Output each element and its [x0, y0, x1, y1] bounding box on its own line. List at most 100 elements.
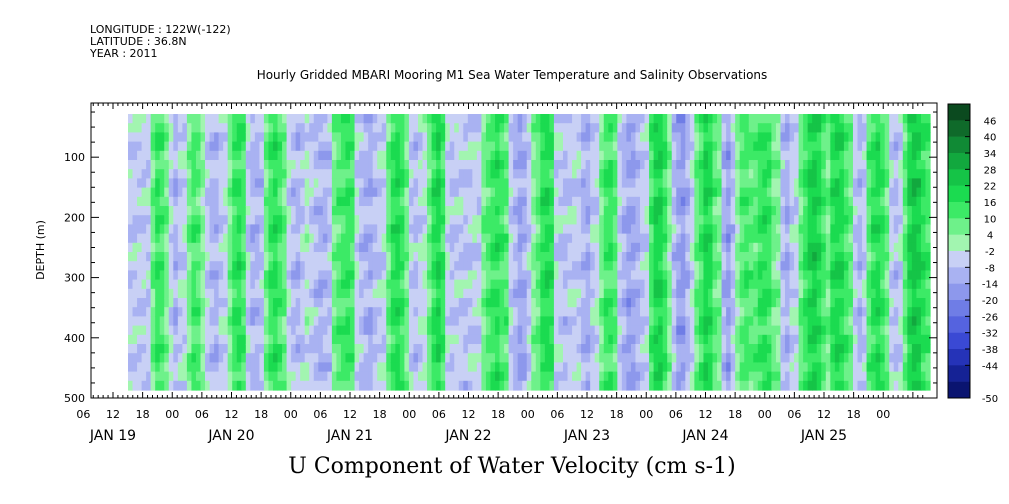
- heatmap-cell: [277, 233, 283, 244]
- heatmap-cell: [608, 169, 614, 179]
- heatmap-cell: [658, 270, 664, 281]
- heatmap-cell: [649, 371, 655, 382]
- heatmap-cell: [676, 178, 682, 189]
- heatmap-cell: [680, 160, 686, 170]
- heatmap-cell: [449, 307, 455, 317]
- heatmap-cell: [250, 132, 256, 143]
- heatmap-cell: [186, 362, 193, 373]
- heatmap-cell: [164, 114, 170, 124]
- heatmap-cell: [572, 132, 578, 143]
- heatmap-cell: [594, 215, 600, 225]
- heatmap-cell: [603, 206, 609, 216]
- heatmap-cell: [377, 307, 383, 317]
- heatmap-cell: [789, 114, 795, 124]
- heatmap-cell: [327, 362, 333, 373]
- heatmap-cell: [857, 334, 863, 345]
- heatmap-cell: [671, 334, 677, 345]
- heatmap-cell: [712, 206, 718, 216]
- heatmap-cell: [794, 233, 800, 244]
- heatmap-cell: [649, 279, 655, 290]
- heatmap-cell: [350, 215, 356, 225]
- heatmap-cell: [794, 380, 800, 391]
- heatmap-cell: [137, 334, 143, 345]
- heatmap-cell: [191, 178, 197, 189]
- heatmap-cell: [354, 123, 360, 133]
- heatmap-cell: [766, 196, 773, 207]
- heatmap-cell: [395, 298, 401, 308]
- heatmap-cell: [581, 270, 587, 281]
- heatmap-cell: [744, 316, 750, 327]
- heatmap-cell: [608, 150, 614, 161]
- heatmap-cell: [173, 178, 179, 189]
- heatmap-cell: [177, 150, 183, 161]
- heatmap-cell: [422, 288, 428, 299]
- heatmap-cell: [572, 261, 578, 271]
- heatmap-cell: [268, 252, 274, 262]
- heatmap-cell: [168, 270, 174, 281]
- heatmap-cell: [318, 150, 324, 161]
- heatmap-cell: [272, 141, 279, 152]
- heatmap-cell: [866, 334, 872, 345]
- heatmap-cell: [640, 150, 646, 161]
- heatmap-cell: [168, 123, 174, 133]
- heatmap-cell: [472, 334, 478, 345]
- heatmap-cell: [214, 325, 220, 336]
- heatmap-cell: [141, 242, 147, 253]
- heatmap-cell: [195, 334, 202, 345]
- heatmap-cell: [798, 307, 804, 317]
- heatmap-cell: [368, 242, 374, 253]
- heatmap-cell: [753, 242, 759, 253]
- heatmap-cell: [753, 233, 759, 244]
- heatmap-cell: [821, 344, 827, 354]
- heatmap-cell: [558, 233, 564, 244]
- heatmap-cell: [843, 270, 850, 281]
- heatmap-cell: [322, 261, 328, 271]
- heatmap-cell: [812, 160, 818, 170]
- heatmap-cell: [744, 279, 750, 290]
- heatmap-cell: [662, 298, 668, 308]
- heatmap-cell: [236, 215, 242, 225]
- heatmap-cell: [544, 371, 550, 382]
- heatmap-cell: [322, 160, 328, 170]
- heatmap-cell: [327, 334, 333, 345]
- heatmap-cell: [495, 215, 501, 225]
- heatmap-cell: [531, 215, 537, 225]
- heatmap-cell: [218, 371, 224, 382]
- heatmap-cell: [241, 288, 247, 299]
- heatmap-cell: [667, 380, 673, 391]
- heatmap-cell: [649, 206, 655, 216]
- heatmap-cell: [640, 261, 646, 271]
- heatmap-cell: [309, 380, 315, 391]
- heatmap-cell: [286, 353, 292, 363]
- heatmap-cell: [567, 206, 573, 216]
- heatmap-cell: [771, 242, 777, 253]
- heatmap-cell: [608, 362, 614, 373]
- heatmap-cell: [807, 123, 813, 133]
- heatmap-cell: [454, 178, 460, 189]
- heatmap-cell: [794, 123, 800, 133]
- heatmap-cell: [562, 288, 569, 299]
- heatmap-cell: [291, 334, 297, 345]
- heatmap-cell: [186, 344, 193, 354]
- heatmap-cell: [707, 270, 714, 281]
- heatmap-cell: [635, 316, 641, 327]
- heatmap-cell: [617, 233, 623, 244]
- heatmap-cell: [834, 344, 840, 354]
- heatmap-cell: [603, 196, 609, 207]
- heatmap-cell: [272, 233, 279, 244]
- heatmap-cell: [739, 132, 745, 143]
- heatmap-cell: [735, 206, 741, 216]
- heatmap-cell: [812, 298, 818, 308]
- heatmap-cell: [721, 132, 727, 143]
- heatmap-cell: [227, 252, 233, 262]
- heatmap-cell: [834, 353, 840, 363]
- heatmap-cell: [862, 242, 868, 253]
- heatmap-cell: [694, 307, 700, 317]
- heatmap-cell: [744, 288, 750, 299]
- heatmap-cell: [621, 242, 628, 253]
- heatmap-cell: [177, 141, 183, 152]
- heatmap-cell: [322, 196, 328, 207]
- heatmap-cell: [621, 344, 628, 354]
- heatmap-cell: [354, 150, 360, 161]
- heatmap-cell: [408, 307, 415, 317]
